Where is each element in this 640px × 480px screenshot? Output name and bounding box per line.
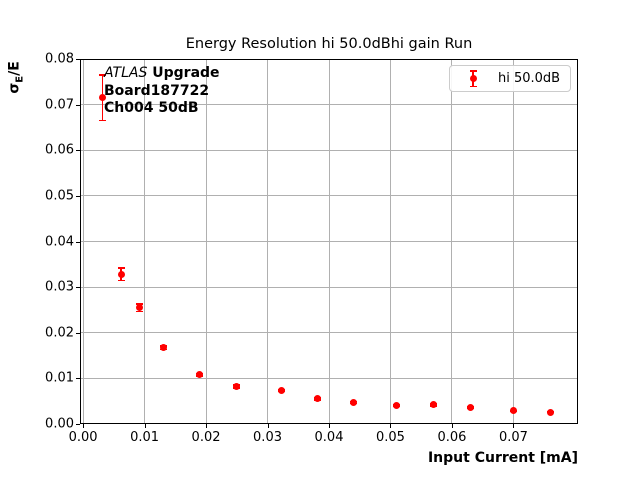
x-tick-label: 0.03 <box>253 430 282 445</box>
annotation-line-2: Board187722 <box>104 82 210 99</box>
y-tick-label: 0.05 <box>45 188 74 204</box>
y-tick-label: 0.03 <box>45 279 74 295</box>
y-gridline <box>80 332 578 334</box>
x-tick <box>390 424 392 428</box>
y-axis-label-rest: /E <box>6 61 23 76</box>
y-gridline <box>80 58 578 60</box>
y-gridline <box>80 286 578 288</box>
data-point <box>393 401 401 409</box>
data-point <box>233 383 241 391</box>
error-bar-cap-bottom <box>99 119 107 122</box>
x-axis-label: Input Current [mA] <box>427 450 578 466</box>
errorbar-marker-icon <box>466 69 480 88</box>
data-point <box>99 94 107 102</box>
data-point <box>350 399 358 407</box>
x-tick-label: 0.04 <box>314 430 344 445</box>
y-tick <box>76 424 80 425</box>
annotation-upgrade: Upgrade <box>147 65 220 81</box>
y-gridline <box>80 377 578 379</box>
data-point <box>160 344 168 352</box>
data-point <box>509 407 517 415</box>
error-bar-cap-bottom <box>117 279 125 282</box>
x-tick <box>513 424 515 428</box>
x-tick-label: 0.05 <box>375 430 405 445</box>
data-point <box>430 401 438 409</box>
data-point <box>546 408 554 416</box>
x-tick <box>329 424 330 428</box>
annotation: ATLAS Upgrade Board187722 Ch004 50dB <box>104 65 220 118</box>
y-tick-label: 0.06 <box>45 142 74 158</box>
annotation-atlas: ATLAS <box>104 65 148 81</box>
sigma-subscript: E <box>14 75 26 83</box>
y-gridline <box>80 241 578 242</box>
y-tick <box>76 195 80 197</box>
x-tick <box>83 424 85 428</box>
data-point <box>277 387 285 395</box>
y-axis-label: σE/E <box>7 48 26 106</box>
error-bar-cap-top <box>136 303 144 305</box>
annotation-line-3: Ch004 50dB <box>104 100 199 116</box>
y-tick-label: 0.02 <box>45 325 74 341</box>
data-point <box>136 304 144 312</box>
error-bar-cap-top <box>99 74 107 76</box>
data-point <box>117 270 125 278</box>
y-gridline <box>80 104 578 106</box>
legend: hi 50.0dB <box>449 65 571 92</box>
error-bar-cap-bottom <box>136 310 144 313</box>
y-tick <box>76 59 80 60</box>
error-bar-cap-top <box>117 267 125 269</box>
y-tick <box>76 241 80 243</box>
y-tick <box>76 104 80 106</box>
x-tick <box>206 424 208 428</box>
y-tick <box>76 287 80 289</box>
data-point <box>196 371 204 379</box>
x-tick <box>451 424 453 428</box>
annotation-line-1: ATLAS Upgrade <box>104 65 220 83</box>
y-tick-label: 0.04 <box>45 234 74 249</box>
x-tick-label: 0.00 <box>68 430 98 445</box>
x-tick-label: 0.06 <box>437 430 467 445</box>
y-tick <box>76 332 80 334</box>
y-tick <box>76 150 80 152</box>
x-tick-label: 0.01 <box>130 430 160 445</box>
data-point <box>466 404 474 412</box>
x-tick <box>267 424 269 428</box>
y-tick-label: 0.08 <box>45 51 74 67</box>
y-tick-label: 0.07 <box>45 97 74 113</box>
y-tick <box>76 378 80 380</box>
x-tick-label: 0.02 <box>191 430 221 445</box>
legend-label: hi 50.0dB <box>498 71 561 86</box>
x-tick <box>144 424 146 428</box>
sigma-symbol: σ <box>6 82 23 94</box>
chart-title: Energy Resolution hi 50.0dBhi gain Run <box>185 36 473 52</box>
y-tick-label: 0.00 <box>45 416 74 432</box>
x-tick-label: 0.07 <box>498 430 528 445</box>
y-tick-label: 0.01 <box>45 370 74 386</box>
y-gridline <box>80 149 578 151</box>
y-gridline <box>80 195 578 197</box>
data-point <box>313 395 321 403</box>
